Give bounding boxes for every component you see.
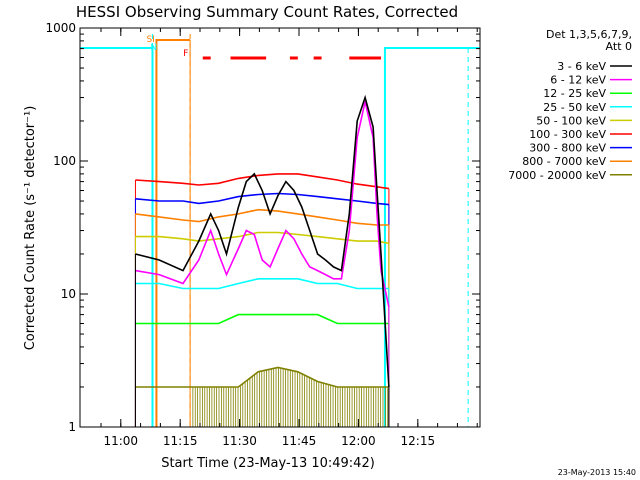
x-tick-label: 11:45 <box>282 434 317 448</box>
y-tick-label: 1 <box>68 420 76 434</box>
series-line <box>135 231 390 245</box>
x-tick-label: 11:00 <box>103 434 138 448</box>
legend-label: 12 - 25 keV <box>543 87 606 100</box>
legend-header-line-1: Det 1,3,5,6,7,9, <box>546 28 632 41</box>
legend-label: 50 - 100 keV <box>536 114 606 127</box>
x-tick-label: 11:15 <box>163 434 198 448</box>
x-tick-label: 12:15 <box>401 434 436 448</box>
night-line <box>155 39 191 427</box>
flag-marker-label: F <box>183 49 188 59</box>
y-tick-label: 10 <box>61 287 76 301</box>
plot-area: SIN F 1 10 100 1000 11:00 11:15 11:30 11:45 12:00 1… <box>45 21 480 448</box>
legend-label: 800 - 7000 keV <box>522 155 606 168</box>
flag-marker-label: SI <box>146 35 154 45</box>
legend-label: 6 - 12 keV <box>550 74 606 87</box>
flag-marker-label: N <box>150 43 157 53</box>
legend-label: 7000 - 20000 keV <box>508 169 606 182</box>
series-line <box>135 366 389 388</box>
series-line <box>135 94 390 388</box>
saa-line-left <box>80 47 154 427</box>
x-tick-label: 12:00 <box>341 434 376 448</box>
chart-title: HESSI Observing Summary Count Rates, Cor… <box>76 3 458 21</box>
series-line <box>135 313 389 325</box>
x-axis-label: Start Time (23-May-13 10:49:42) <box>161 456 375 471</box>
legend-label: 100 - 300 keV <box>529 128 606 141</box>
x-tick-label: 11:30 <box>222 434 257 448</box>
legend-label: 3 - 6 keV <box>557 60 606 73</box>
legend-header-line-2: Att 0 <box>606 40 632 53</box>
plot-frame <box>79 27 481 428</box>
y-tick-label: 100 <box>53 154 76 168</box>
legend-label: 25 - 50 keV <box>543 101 606 114</box>
series-line <box>135 277 389 290</box>
legend-label: 300 - 800 keV <box>529 142 606 155</box>
series-line <box>135 101 390 308</box>
y-axis-label: Corrected Count Rate (s⁻¹ detector⁻¹) <box>23 106 38 351</box>
footer-date: 23-May-2013 15:40 <box>558 468 636 477</box>
saa-line-right <box>383 47 480 427</box>
y-tick-label: 1000 <box>45 21 76 35</box>
series-line <box>135 192 389 206</box>
